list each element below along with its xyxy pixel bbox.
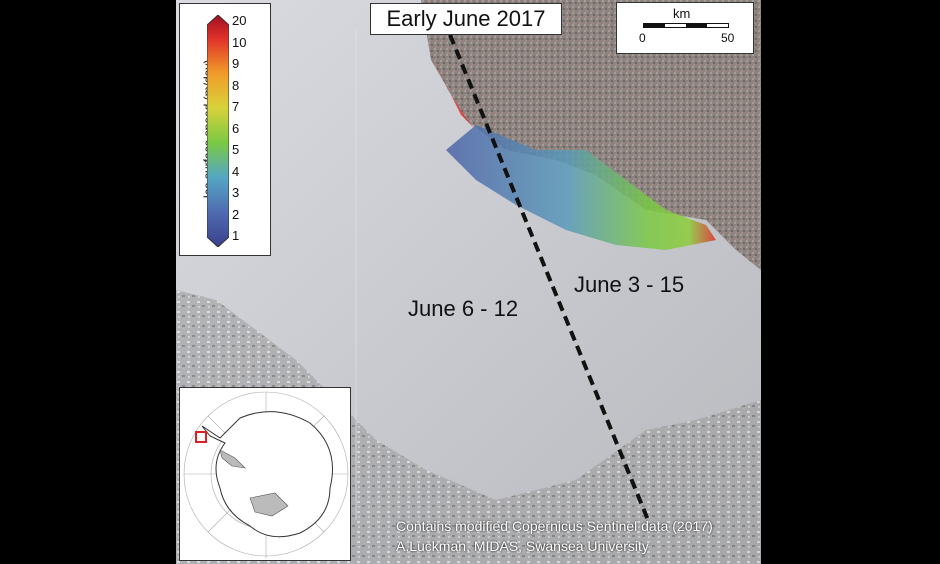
- legend-tick: 5: [232, 142, 240, 157]
- legend-tick: 7: [232, 99, 240, 114]
- antarctica-inset: [179, 387, 351, 561]
- legend-tick: 8: [232, 77, 240, 93]
- scale-bar: km 0 50: [616, 2, 754, 54]
- legend-tick: 3: [232, 185, 240, 200]
- region-label-west: June 6 - 12: [408, 296, 519, 321]
- legend-tick: 9: [232, 56, 240, 71]
- map-title: Early June 2017: [370, 3, 562, 35]
- color-bar: [207, 15, 229, 247]
- region-label-east: June 3 - 15: [574, 272, 685, 297]
- study-area-marker: [195, 431, 207, 443]
- antarctica-locator: [183, 391, 349, 558]
- credit-line-2: A.Luckman, MIDAS, Swansea University: [396, 538, 649, 554]
- legend-tick: 1: [232, 228, 240, 243]
- legend-tick: 2: [232, 206, 240, 222]
- legend-tick: 6: [232, 120, 240, 136]
- legend-tick: 4: [232, 163, 240, 179]
- legend-tick: 10: [232, 34, 247, 50]
- scale-start: 0: [639, 31, 646, 45]
- ice-shelf-map: Early June 2017 km 0 50 Ice surface spee…: [176, 0, 761, 564]
- legend-tick: 20: [232, 13, 247, 28]
- scale-end: 50: [721, 31, 735, 45]
- speed-legend: Ice surface speed (m/day) 2: [179, 3, 271, 256]
- scale-unit: km: [673, 6, 691, 21]
- scale-bar-graphic: [643, 23, 729, 28]
- credit-line-1: Contains modified Copernicus Sentinel da…: [396, 518, 713, 534]
